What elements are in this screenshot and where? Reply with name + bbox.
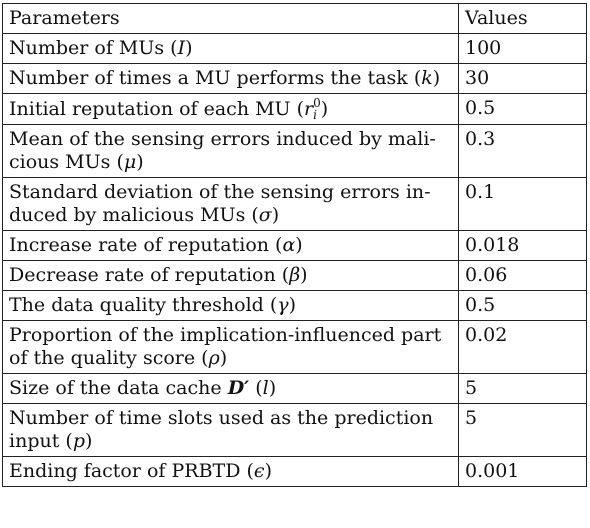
param-symbol: β xyxy=(289,264,301,286)
param-text-end: ) xyxy=(295,234,303,256)
param-text-line1: Proportion of the implication-influenced… xyxy=(9,324,442,346)
value-cell: 0.001 xyxy=(458,456,587,487)
param-symbol: ρ xyxy=(208,347,220,369)
param-cell: Number of time slots used as the predict… xyxy=(2,403,459,457)
param-text: Ending factor of PRBTD ( xyxy=(9,460,254,482)
value-cell: 0.1 xyxy=(458,177,587,231)
param-text-end: ) xyxy=(432,67,441,89)
table-row: Standard deviation of the sensing errors… xyxy=(2,177,587,231)
param-symbol: p xyxy=(72,430,85,452)
value-cell: 5 xyxy=(458,373,587,404)
param-text: Increase rate of reputation ( xyxy=(9,234,283,256)
value-cell: 0.06 xyxy=(458,260,587,291)
param-text-end: ) xyxy=(268,377,277,399)
value-cell: 0.3 xyxy=(458,124,587,178)
param-text: Initial reputation of each MU ( xyxy=(9,98,305,120)
value-cell: 0.5 xyxy=(458,290,587,321)
param-text-end: ) xyxy=(185,37,193,59)
param-symbol: μ xyxy=(123,151,137,173)
param-text-line2: of the quality score ( xyxy=(9,347,209,369)
param-symbol: I xyxy=(177,37,186,59)
param-text-end: ) xyxy=(320,98,329,120)
param-symbol: l xyxy=(262,377,269,399)
table-row: Decrease rate of reputation (β) 0.06 xyxy=(2,260,587,291)
table-header-row: Parameters Values xyxy=(2,3,587,34)
param-symbol: σ xyxy=(258,204,272,226)
param-symbol: k xyxy=(421,67,433,89)
header-values: Values xyxy=(458,3,587,34)
table-row: Number of MUs (I) 100 xyxy=(2,33,587,64)
param-cell: The data quality threshold (γ) xyxy=(2,290,459,321)
param-cell: Decrease rate of reputation (β) xyxy=(2,260,459,291)
param-text-end: ) xyxy=(84,430,93,452)
value-cell: 0.02 xyxy=(458,320,587,374)
param-text-line2: duced by malicious MUs ( xyxy=(9,204,259,226)
param-text-line1: Standard deviation of the sensing errors… xyxy=(9,181,431,203)
value-cell: 0.5 xyxy=(458,93,587,125)
param-text-mid: ( xyxy=(249,377,263,399)
param-cell: Initial reputation of each MU (r 0 i) xyxy=(2,93,459,125)
value-cell: 5 xyxy=(458,403,587,457)
table-row: Initial reputation of each MU (r 0 i) 0.5 xyxy=(2,93,587,125)
table-row: Proportion of the implication-influenced… xyxy=(2,320,587,374)
param-cell: Ending factor of PRBTD (ϵ) xyxy=(2,456,459,487)
table-row: Mean of the sensing errors induced by ma… xyxy=(2,124,587,178)
param-superscript: 0 xyxy=(313,96,321,110)
param-text-line1: Number of time slots used as the predict… xyxy=(9,407,434,429)
param-symbol: ϵ xyxy=(253,460,265,482)
param-text-line2: cious MUs ( xyxy=(9,151,124,173)
param-cell: Mean of the sensing errors induced by ma… xyxy=(2,124,459,178)
param-cell: Proportion of the implication-influenced… xyxy=(2,320,459,374)
table-row: Number of time slots used as the predict… xyxy=(2,403,587,457)
param-text-end: ) xyxy=(136,151,144,173)
param-text-end: ) xyxy=(219,347,228,369)
param-text-end: ) xyxy=(300,264,308,286)
table-row: Size of the data cache D′ (l) 5 xyxy=(2,373,587,404)
param-bold-symbol: D′ xyxy=(227,377,250,399)
param-cell: Size of the data cache D′ (l) xyxy=(2,373,459,404)
param-symbol: r xyxy=(304,98,314,120)
param-text-line2: input ( xyxy=(9,430,73,452)
param-text-end: ) xyxy=(271,204,280,226)
header-parameters: Parameters xyxy=(2,3,459,34)
param-text-line1: Mean of the sensing errors induced by ma… xyxy=(9,128,436,150)
table-row: Number of times a MU performs the task (… xyxy=(2,63,587,94)
param-text: Number of MUs ( xyxy=(9,37,178,59)
param-text: The data quality threshold ( xyxy=(9,294,278,316)
param-text-end: ) xyxy=(288,294,297,316)
param-subscript: i xyxy=(313,108,317,122)
param-symbol: α xyxy=(282,234,296,256)
param-cell: Number of times a MU performs the task (… xyxy=(2,63,459,94)
param-cell: Standard deviation of the sensing errors… xyxy=(2,177,459,231)
param-symbol: γ xyxy=(277,294,289,316)
table-row: The data quality threshold (γ) 0.5 xyxy=(2,290,587,321)
value-cell: 0.018 xyxy=(458,230,587,261)
value-cell: 30 xyxy=(458,63,587,94)
parameters-table: Parameters Values Number of MUs (I) 100 … xyxy=(2,3,587,487)
table-row: Ending factor of PRBTD (ϵ) 0.001 xyxy=(2,456,587,487)
param-text-end: ) xyxy=(264,460,272,482)
param-cell: Number of MUs (I) xyxy=(2,33,459,64)
param-cell: Increase rate of reputation (α) xyxy=(2,230,459,261)
value-cell: 100 xyxy=(458,33,587,64)
table-row: Increase rate of reputation (α) 0.018 xyxy=(2,230,587,261)
param-text: Size of the data cache xyxy=(9,377,228,399)
param-text: Number of times a MU performs the task ( xyxy=(9,67,422,89)
param-text: Decrease rate of reputation ( xyxy=(9,264,290,286)
